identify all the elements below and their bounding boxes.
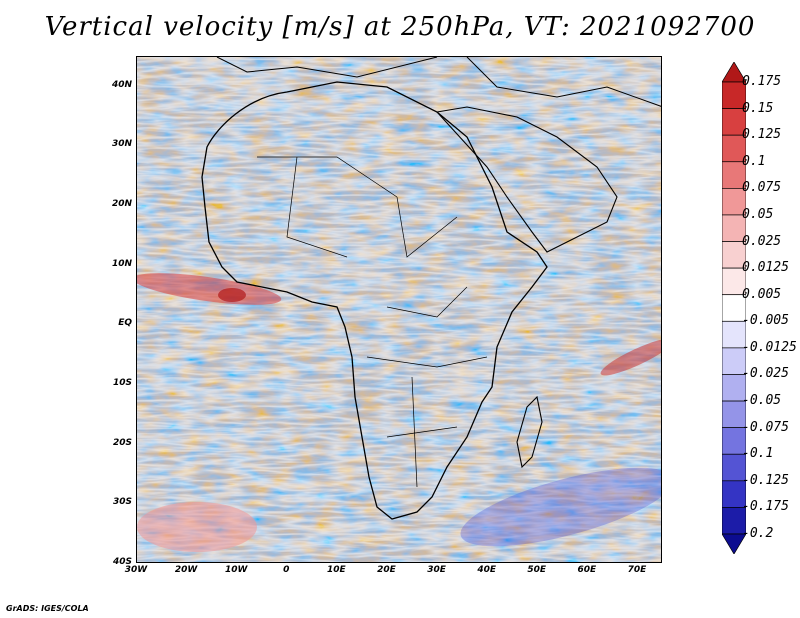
latitude-label: 10S — [112, 378, 132, 389]
latitude-label: 10N — [111, 258, 132, 269]
longitude-label: 20E — [377, 565, 396, 575]
latitude-label: 20S — [112, 437, 132, 448]
colorbar-swatch — [722, 214, 746, 242]
blue-band-south-indian — [460, 467, 661, 547]
colorbar-tick-label: 0.025 — [742, 233, 782, 249]
colorbar-swatch — [722, 81, 746, 109]
colorbar-tick-label: 0.0125 — [742, 260, 789, 276]
colorbar-tick-label: 0.1 — [742, 153, 766, 169]
colorbar-swatch — [722, 507, 746, 535]
colorbar-tick-label: -0.125 — [742, 472, 789, 488]
colorbar-tick-label: 0.175 — [742, 74, 782, 89]
updraft-indian-ocean — [600, 338, 661, 376]
longitude-label: 40E — [477, 565, 496, 575]
colorbar-swatch — [722, 320, 746, 349]
colorbar — [722, 62, 746, 554]
colorbar-tick-label: 0.075 — [742, 180, 782, 196]
colorbar-swatch — [722, 533, 746, 554]
colorbar-tick-label: -0.1 — [742, 446, 774, 462]
country-borders — [257, 156, 488, 488]
latitude-label: 20N — [111, 199, 132, 210]
longitude-label: 0 — [283, 565, 290, 575]
colorbar-swatch — [722, 108, 746, 136]
europe-asia-coastline — [216, 57, 661, 107]
colorbar-swatch — [722, 480, 746, 508]
latitude-label: 40N — [111, 79, 132, 90]
madagascar-outline — [516, 395, 543, 469]
longitude-label: 20W — [174, 565, 198, 575]
colorbar-tick-label: 0.05 — [742, 206, 774, 222]
grads-credit: GrADS: IGES/COLA — [6, 604, 89, 613]
latitude-label: EQ — [118, 318, 132, 329]
latitude-label: 40S — [112, 557, 132, 567]
colorbar-swatch — [722, 267, 746, 296]
map-panel — [136, 56, 662, 563]
colorbar-swatch — [722, 374, 746, 402]
colorbar-tick-label: -0.025 — [742, 366, 789, 382]
longitude-label: 10W — [224, 565, 248, 575]
arabian-peninsula-outline — [435, 106, 618, 253]
longitude-label: 70E — [627, 565, 647, 575]
colorbar-tick-label: -0.2 — [742, 526, 774, 541]
longitude-label: 30W — [124, 565, 148, 575]
colorbar-swatch — [722, 294, 746, 322]
map-title: Vertical velocity [m/s] at 250hPa, VT: 2… — [44, 12, 756, 42]
longitude-label: 30E — [427, 565, 446, 575]
strong-updraft-west-africa — [218, 288, 246, 302]
colorbar-tick-label: 0.15 — [742, 100, 774, 116]
longitude-label: 10E — [327, 565, 346, 575]
colorbar-tick-label: 0.125 — [742, 127, 782, 143]
colorbar-tick-label: -0.075 — [742, 419, 789, 435]
red-patch-south-atlantic — [137, 502, 257, 552]
colorbar-swatch — [722, 161, 746, 189]
colorbar-tick-label: -0.05 — [742, 393, 782, 409]
africa-coastline — [201, 81, 548, 520]
colorbar-tick-label: -0.0125 — [742, 339, 797, 355]
colorbar-tick-label: 0.005 — [742, 286, 782, 302]
longitude-label: 60E — [577, 565, 597, 575]
colorbar-tick-label: -0.175 — [742, 499, 789, 515]
latitude-label: 30N — [111, 139, 132, 150]
colorbar-swatch — [722, 400, 746, 428]
velocity-field-map — [137, 57, 661, 562]
colorbar-tick-label: -0.005 — [742, 313, 789, 329]
longitude-label: 50E — [527, 565, 547, 575]
colorbar-swatch — [722, 188, 746, 216]
latitude-label: 30S — [112, 497, 132, 508]
